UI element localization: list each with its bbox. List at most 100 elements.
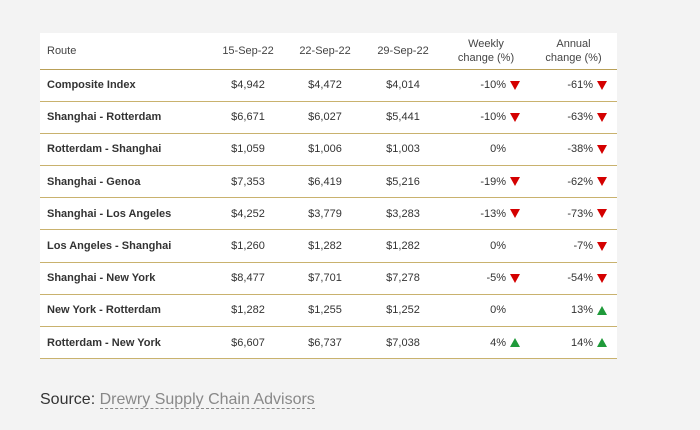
annual-change-cell: -63% bbox=[530, 101, 617, 134]
arrow-down-icon bbox=[510, 209, 520, 219]
weekly-change-cell-value: -10% bbox=[480, 79, 506, 92]
freight-rate-table: Route 15-Sep-22 22-Sep-22 29-Sep-22 Week… bbox=[40, 33, 617, 360]
table-row: Shanghai - Los Angeles $4,252 $3,779 $3,283… bbox=[40, 197, 617, 231]
table-row: Los Angeles - Shanghai $1,260 $1,282 $1,282… bbox=[40, 229, 617, 263]
weekly-change-cell-value: 0% bbox=[490, 304, 506, 317]
rate-cell-29-sep: $4,014 bbox=[364, 69, 442, 102]
annual-change-cell-value: 13% bbox=[570, 304, 593, 317]
arrow-up-icon bbox=[597, 306, 607, 315]
annual-change-cell: 13% bbox=[530, 294, 617, 328]
annual-change-cell: -38% bbox=[530, 133, 617, 167]
rate-cell-22-sep: $1,282 bbox=[286, 229, 364, 263]
route-cell: Composite Index bbox=[40, 69, 210, 102]
annual-change-cell-value: -61% bbox=[567, 79, 593, 92]
weekly-change-cell-value: -10% bbox=[480, 111, 506, 124]
arrow-down-icon bbox=[597, 241, 607, 251]
arrow-down-icon bbox=[597, 209, 607, 219]
rate-cell-22-sep: $1,255 bbox=[286, 294, 364, 328]
header-annual-change: Annual change (%) bbox=[530, 33, 617, 70]
weekly-change-cell: -19% bbox=[442, 165, 530, 199]
arrow-down-icon bbox=[597, 112, 607, 122]
arrow-down-icon bbox=[510, 112, 520, 122]
route-cell: Shanghai - Genoa bbox=[40, 165, 210, 199]
arrow-down-icon bbox=[597, 273, 607, 283]
route-cell: Rotterdam - Shanghai bbox=[40, 133, 210, 167]
table-row: Rotterdam - Shanghai $1,059 $1,006 $1,003 0%… bbox=[40, 133, 617, 167]
weekly-change-cell-value: 0% bbox=[490, 240, 506, 253]
weekly-change-cell: 4% bbox=[442, 326, 530, 360]
annual-change-cell: -54% bbox=[530, 262, 617, 295]
route-cell: Shanghai - Los Angeles bbox=[40, 197, 210, 231]
arrow-down-icon bbox=[510, 177, 520, 187]
annual-change-cell-value: -54% bbox=[567, 272, 593, 285]
rate-cell-15-sep: $6,607 bbox=[210, 326, 286, 360]
rate-cell-29-sep: $1,282 bbox=[364, 229, 442, 263]
freight-rate-table-card: Route 15-Sep-22 22-Sep-22 29-Sep-22 Week… bbox=[40, 33, 617, 360]
rate-cell-22-sep: $6,737 bbox=[286, 326, 364, 360]
route-cell: Shanghai - Rotterdam bbox=[40, 101, 210, 134]
weekly-change-cell-value: -19% bbox=[480, 175, 506, 188]
annual-change-cell: -7% bbox=[530, 229, 617, 263]
table-row: Rotterdam - New York $6,607 $6,737 $7,038 4%… bbox=[40, 326, 617, 360]
annual-change-cell-value: -7% bbox=[573, 240, 593, 253]
arrow-down-icon bbox=[597, 145, 607, 155]
source-link[interactable]: Drewry Supply Chain Advisors bbox=[99, 391, 315, 409]
arrow-up-icon bbox=[510, 338, 520, 348]
rate-cell-15-sep: $4,252 bbox=[210, 197, 286, 231]
source-line: Source: Drewry Supply Chain Advisors bbox=[40, 391, 315, 409]
annual-change-cell-value: 14% bbox=[570, 336, 593, 349]
rate-cell-22-sep: $1,006 bbox=[286, 133, 364, 167]
table-row: Composite Index $4,942 $4,472 $4,014 -10% -61… bbox=[40, 69, 617, 102]
route-cell: Shanghai - New York bbox=[40, 262, 210, 295]
rate-cell-22-sep: $7,701 bbox=[286, 262, 364, 295]
rate-cell-22-sep: $4,472 bbox=[286, 69, 364, 102]
route-cell: New York - Rotterdam bbox=[40, 294, 210, 328]
weekly-change-cell: -10% bbox=[442, 101, 530, 134]
annual-change-cell-value: -38% bbox=[567, 143, 593, 156]
header-date-3: 29-Sep-22 bbox=[364, 33, 442, 70]
annual-change-cell: -61% bbox=[530, 69, 617, 102]
weekly-change-cell: -13% bbox=[442, 197, 530, 231]
rate-cell-29-sep: $5,216 bbox=[364, 165, 442, 199]
arrow-down-icon bbox=[597, 80, 607, 90]
rate-cell-22-sep: $3,779 bbox=[286, 197, 364, 231]
weekly-change-cell-value: -13% bbox=[480, 207, 506, 220]
arrow-down-icon bbox=[510, 273, 520, 283]
rate-cell-15-sep: $1,059 bbox=[210, 133, 286, 167]
table-row: Shanghai - Genoa $7,353 $6,419 $5,216 -19% -6… bbox=[40, 165, 617, 199]
arrow-down-icon bbox=[510, 80, 520, 90]
weekly-change-cell-value: 4% bbox=[490, 336, 506, 349]
weekly-change-cell-value: 0% bbox=[490, 143, 506, 156]
rate-cell-15-sep: $4,942 bbox=[210, 69, 286, 102]
rate-cell-29-sep: $7,278 bbox=[364, 262, 442, 295]
annual-change-cell: 14% bbox=[530, 326, 617, 360]
rate-cell-15-sep: $8,477 bbox=[210, 262, 286, 295]
weekly-change-cell: -10% bbox=[442, 69, 530, 102]
table-header-row: Route 15-Sep-22 22-Sep-22 29-Sep-22 Week… bbox=[40, 33, 617, 70]
route-cell: Rotterdam - New York bbox=[40, 326, 210, 360]
weekly-change-cell: 0% bbox=[442, 133, 530, 167]
rate-cell-29-sep: $1,003 bbox=[364, 133, 442, 167]
annual-change-cell-value: -63% bbox=[567, 111, 593, 124]
rate-cell-15-sep: $1,282 bbox=[210, 294, 286, 328]
table-row: Shanghai - Rotterdam $6,671 $6,027 $5,441 -1… bbox=[40, 101, 617, 134]
rate-cell-22-sep: $6,027 bbox=[286, 101, 364, 134]
header-date-1: 15-Sep-22 bbox=[210, 33, 286, 70]
weekly-change-cell-value: -5% bbox=[486, 272, 506, 285]
arrow-down-icon bbox=[597, 177, 607, 187]
arrow-up-icon bbox=[597, 338, 607, 348]
rate-cell-15-sep: $7,353 bbox=[210, 165, 286, 199]
rate-cell-22-sep: $6,419 bbox=[286, 165, 364, 199]
annual-change-cell: -73% bbox=[530, 197, 617, 231]
rate-cell-15-sep: $6,671 bbox=[210, 101, 286, 134]
rate-cell-29-sep: $3,283 bbox=[364, 197, 442, 231]
rate-cell-29-sep: $7,038 bbox=[364, 326, 442, 360]
table-body: Composite Index $4,942 $4,472 $4,014 -10% -61… bbox=[40, 69, 617, 360]
weekly-change-cell: 0% bbox=[442, 294, 530, 328]
header-date-2: 22-Sep-22 bbox=[286, 33, 364, 70]
route-cell: Los Angeles - Shanghai bbox=[40, 229, 210, 263]
source-label: Source: bbox=[40, 391, 96, 408]
annual-change-cell: -62% bbox=[530, 165, 617, 199]
rate-cell-15-sep: $1,260 bbox=[210, 229, 286, 263]
weekly-change-cell: -5% bbox=[442, 262, 530, 295]
